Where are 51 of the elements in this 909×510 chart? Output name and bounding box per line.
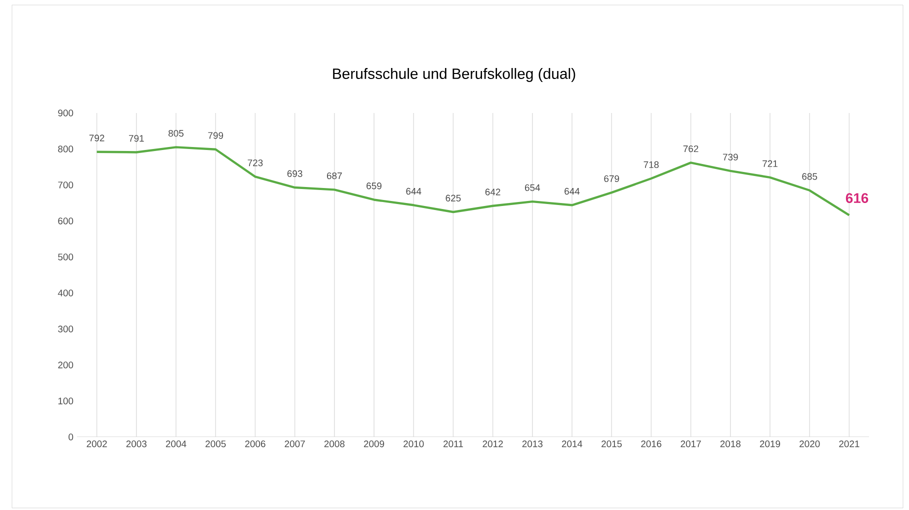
x-tick-label: 2004 (166, 440, 186, 448)
data-label: 718 (644, 161, 659, 168)
x-tick-label: 2010 (404, 440, 424, 448)
y-tick-label: 100 (58, 398, 74, 404)
data-label: 723 (248, 159, 263, 166)
y-tick-label: 900 (58, 110, 74, 116)
x-tick-label: 2012 (482, 440, 503, 448)
data-label: 799 (208, 132, 224, 139)
x-tick-label: 2014 (562, 440, 582, 448)
x-tick-label: 2013 (522, 440, 543, 448)
x-tick-label: 2007 (284, 440, 305, 448)
data-label: 721 (762, 160, 778, 167)
y-tick-label: 700 (58, 182, 74, 188)
data-label: 659 (366, 182, 382, 190)
chart-title: Berufsschule und Berufskolleg (dual) (333, 68, 576, 82)
data-label: 654 (525, 184, 540, 192)
data-label: 805 (168, 130, 184, 137)
data-label: 791 (129, 135, 144, 142)
y-tick-label: 600 (58, 218, 74, 224)
data-label: 762 (683, 145, 698, 152)
x-tick-label: 2008 (324, 440, 345, 448)
x-tick-label: 2017 (680, 440, 701, 448)
data-label: 679 (604, 175, 620, 182)
data-label: 792 (89, 134, 104, 142)
x-tick-label: 2019 (760, 440, 780, 448)
x-tick-label: 2005 (206, 440, 226, 448)
data-label: 693 (287, 170, 302, 177)
y-tick-label: 0 (68, 434, 74, 440)
x-tick-label: 2020 (800, 440, 820, 448)
data-label: 644 (406, 188, 422, 195)
x-tick-label: 2016 (641, 440, 662, 448)
y-tick-label: 300 (58, 326, 74, 332)
data-label: 687 (327, 172, 342, 180)
y-tick-label: 800 (58, 146, 74, 152)
x-tick-label: 2021 (839, 440, 860, 448)
x-tick-label: 2011 (444, 440, 463, 448)
y-tick-label: 200 (58, 362, 74, 368)
y-tick-label: 400 (58, 290, 74, 296)
x-tick-label: 2002 (86, 440, 107, 448)
y-tick-label: 500 (58, 254, 74, 260)
x-tick-label: 2006 (245, 440, 266, 448)
x-tick-label: 2003 (126, 440, 147, 448)
data-label: 625 (446, 194, 461, 202)
data-label: 616 (846, 193, 868, 204)
x-tick-label: 2015 (602, 440, 622, 448)
data-label: 739 (722, 154, 738, 160)
data-label: 642 (485, 188, 500, 196)
x-tick-label: 2018 (720, 440, 741, 448)
data-label: 644 (564, 188, 580, 195)
x-tick-label: 2009 (364, 440, 384, 448)
data-label: 685 (802, 173, 818, 180)
